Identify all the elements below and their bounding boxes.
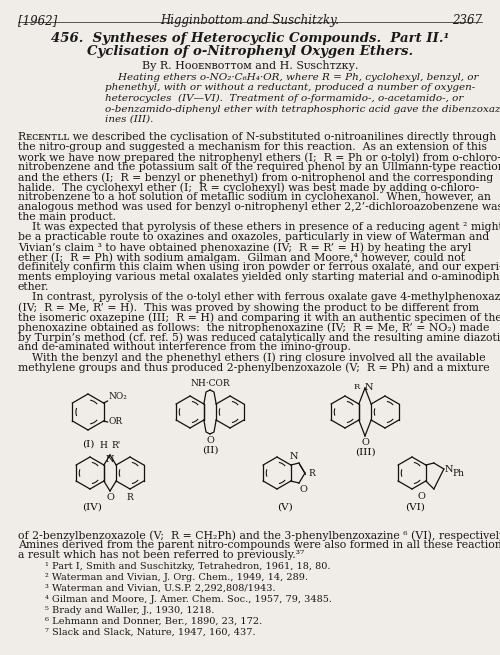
Text: By R. Hᴏᴏᴇɴʙᴏᴛᴛᴏᴍ and H. Sᴜѕсһᴛᴢку.: By R. Hᴏᴏᴇɴʙᴏᴛᴛᴏᴍ and H. Sᴜѕсһᴛᴢку. (142, 60, 358, 71)
Text: Cyclisation of o-Nitrophenyl Oxygen Ethers.: Cyclisation of o-Nitrophenyl Oxygen Ethe… (87, 45, 413, 58)
Text: O: O (206, 436, 214, 445)
Text: a result which has not been referred to previously.³⁷: a result which has not been referred to … (18, 550, 304, 560)
Text: the main product.: the main product. (18, 212, 116, 222)
Text: Ph: Ph (453, 468, 465, 477)
Text: (III): (III) (354, 448, 376, 457)
Text: Rᴇᴄᴇɴᴛʟʟ we described the cyclisation of N-substituted o-nitroanilines directly : Rᴇᴄᴇɴᴛʟʟ we described the cyclisation of… (18, 132, 496, 142)
Text: ether.: ether. (18, 282, 50, 292)
Text: o-benzamido-diphenyl ether with tetraphosphoric acid gave the dibenzoxazep-: o-benzamido-diphenyl ether with tetrapho… (105, 105, 500, 113)
Text: by Turpin’s method (cf. ref. 5) was reduced catalytically and the resulting amin: by Turpin’s method (cf. ref. 5) was redu… (18, 332, 500, 343)
Text: (V): (V) (277, 503, 293, 512)
Text: be a practicable route to oxazines and oxazoles, particularly in view of Waterma: be a practicable route to oxazines and o… (18, 232, 489, 242)
Text: Heating ethers o-NO₂·C₆H₄·OR, where R = Ph, cyclohexyl, benzyl, or: Heating ethers o-NO₂·C₆H₄·OR, where R = … (105, 73, 478, 82)
Text: NH·COR: NH·COR (190, 379, 230, 388)
Text: R': R' (111, 441, 120, 450)
Text: nitrobenzene and the potassium salt of the required phenol by an Ullmann-type re: nitrobenzene and the potassium salt of t… (18, 162, 500, 172)
Text: ⁴ Gilman and Moore, J. Amer. Chem. Soc., 1957, 79, 3485.: ⁴ Gilman and Moore, J. Amer. Chem. Soc.,… (45, 595, 332, 604)
Text: O: O (418, 492, 426, 501)
Text: R: R (354, 383, 360, 391)
Text: ines (III).: ines (III). (105, 115, 154, 124)
Text: methylene groups and thus produced 2-phenylbenzoxazole (V;  R = Ph) and a mixtur: methylene groups and thus produced 2-phe… (18, 362, 490, 373)
Text: It was expected that pyrolysis of these ethers in presence of a reducing agent ²: It was expected that pyrolysis of these … (18, 222, 500, 232)
Text: N: N (290, 452, 298, 461)
Text: ³ Waterman and Vivian, U.S.P. 2,292,808/1943.: ³ Waterman and Vivian, U.S.P. 2,292,808/… (45, 584, 276, 593)
Text: O: O (300, 485, 308, 494)
Text: definitely confirm this claim when using iron powder or ferrous oxalate, and our: definitely confirm this claim when using… (18, 262, 500, 272)
Text: Higginbottom and Suschitzky.: Higginbottom and Suschitzky. (160, 14, 340, 27)
Text: OR: OR (108, 417, 122, 426)
Text: Amines derived from the parent nitro-compounds were also formed in all these rea: Amines derived from the parent nitro-com… (18, 540, 500, 550)
Text: N: N (365, 383, 374, 392)
Text: 456.  Syntheses of Heterocyclic Compounds.  Part II.¹: 456. Syntheses of Heterocyclic Compounds… (51, 32, 449, 45)
Text: R: R (126, 493, 134, 502)
Text: ² Waterman and Vivian, J. Org. Chem., 1949, 14, 289.: ² Waterman and Vivian, J. Org. Chem., 19… (45, 573, 308, 582)
Text: With the benzyl and the phenethyl ethers (I) ring closure involved all the avail: With the benzyl and the phenethyl ethers… (18, 352, 485, 363)
Text: ⁶ Lehmann and Donner, Ber., 1890, 23, 172.: ⁶ Lehmann and Donner, Ber., 1890, 23, 17… (45, 617, 262, 626)
Text: halide.  The cyclohexyl ether (I;  R = cyclohexyl) was best made by adding o-chl: halide. The cyclohexyl ether (I; R = cyc… (18, 182, 479, 193)
Text: N: N (106, 455, 114, 464)
Text: work we have now prepared the nitrophenyl ethers (I;  R = Ph or o-tolyl) from o-: work we have now prepared the nitropheny… (18, 152, 500, 162)
Text: O: O (361, 438, 369, 447)
Text: phenethyl, with or without a reductant, produced a number of oxygen-: phenethyl, with or without a reductant, … (105, 83, 475, 92)
Text: of 2-benzylbenzoxazole (V;  R = CH₂Ph) and the 3-phenylbenzoxazine ⁶ (VI), respe: of 2-benzylbenzoxazole (V; R = CH₂Ph) an… (18, 530, 500, 540)
Text: the nitro-group and suggested a mechanism for this reaction.  As an extension of: the nitro-group and suggested a mechanis… (18, 142, 487, 152)
Text: (VI): (VI) (405, 503, 425, 512)
Text: heterocycles  (IV—VI).  Treatment of o-formamido-, o-acetamido-, or: heterocycles (IV—VI). Treatment of o-for… (105, 94, 464, 103)
Text: H: H (99, 441, 107, 450)
Text: N: N (445, 464, 454, 474)
Text: phenoxazine obtained as follows:  the nitrophenoxazine (IV;  R = Me, R’ = NO₂) m: phenoxazine obtained as follows: the nit… (18, 322, 490, 333)
Text: ether (I;  R = Ph) with sodium amalgam.  Gilman and Moore,⁴ however, could not: ether (I; R = Ph) with sodium amalgam. G… (18, 252, 465, 263)
Text: NO₂: NO₂ (108, 392, 128, 401)
Text: (II): (II) (202, 446, 218, 455)
Text: ⁵ Brady and Waller, J., 1930, 1218.: ⁵ Brady and Waller, J., 1930, 1218. (45, 606, 214, 615)
Text: O: O (106, 493, 114, 502)
Text: the isomeric oxazepine (III;  R = H) and comparing it with an authentic specimen: the isomeric oxazepine (III; R = H) and … (18, 312, 500, 322)
Text: ⁷ Slack and Slack, Nature, 1947, 160, 437.: ⁷ Slack and Slack, Nature, 1947, 160, 43… (45, 628, 256, 637)
Text: and the ethers (I;  R = benzyl or phenethyl) from o-nitrophenol and the correspo: and the ethers (I; R = benzyl or pheneth… (18, 172, 493, 183)
Text: R: R (308, 468, 315, 477)
Text: 2367: 2367 (452, 14, 482, 27)
Text: ¹ Part I, Smith and Suschitzky, Tetrahedron, 1961, 18, 80.: ¹ Part I, Smith and Suschitzky, Tetrahed… (45, 562, 331, 571)
Text: (IV;  R = Me, R’ = H).  This was proved by showing the product to be different f: (IV; R = Me, R’ = H). This was proved by… (18, 302, 479, 312)
Text: (IV): (IV) (82, 503, 102, 512)
Text: [1962]: [1962] (18, 14, 57, 27)
Text: In contrast, pyrolysis of the o-tolyl ether with ferrous oxalate gave 4-methylph: In contrast, pyrolysis of the o-tolyl et… (18, 292, 500, 302)
Text: and de-aminated without interference from the imino-group.: and de-aminated without interference fro… (18, 342, 351, 352)
Text: ments employing various metal oxalates yielded only starting material and o-amin: ments employing various metal oxalates y… (18, 272, 500, 282)
Text: nitrobenzene to a hot solution of metallic sodium in cyclohexanol.  When, howeve: nitrobenzene to a hot solution of metall… (18, 192, 491, 202)
Text: (I): (I) (82, 440, 94, 449)
Text: analogous method was used for benzyl o-nitrophenyl ether 2,2’-dichloroazobenzene: analogous method was used for benzyl o-n… (18, 202, 500, 212)
Text: Vivian’s claim ³ to have obtained phenoxazine (IV;  R = R’ = H) by heating the a: Vivian’s claim ³ to have obtained phenox… (18, 242, 471, 253)
